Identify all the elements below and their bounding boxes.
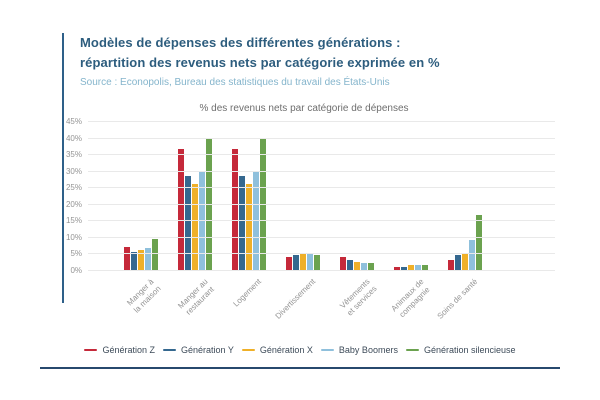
x-tick-label: Logement <box>232 277 264 309</box>
x-tick-label-line: Logement <box>231 277 264 309</box>
bar <box>185 175 191 270</box>
bar <box>422 265 428 270</box>
bar <box>124 246 130 270</box>
bar-group <box>114 121 168 270</box>
legend-label: Baby Boomers <box>338 345 398 355</box>
bar <box>368 263 374 270</box>
x-tick-label: Manger à la maison <box>125 277 163 315</box>
y-tick-label: 45% <box>65 117 82 126</box>
bar <box>300 254 306 270</box>
x-tick-label: Animaux de compagnie <box>389 277 433 321</box>
x-tick-label: Manger au restaurant <box>176 277 217 318</box>
y-tick-label: 40% <box>65 133 82 143</box>
legend-item: Génération silencieuse <box>405 345 516 355</box>
gridline <box>88 270 555 271</box>
chart-title: % des revenus nets par catégorie de dépe… <box>199 103 409 114</box>
bar <box>232 149 238 270</box>
y-tick-label: 10% <box>65 232 82 242</box>
legend-label: Génération Z <box>102 345 155 355</box>
bar <box>239 175 245 270</box>
x-tick-label: Vêtements et services <box>338 277 379 318</box>
y-tick-label: 0% <box>70 266 82 275</box>
bar-chart-plot-area: 0% 5% 10% 15% 20% 25% 30% 35% 40% 45% Manger à la m… <box>66 117 555 321</box>
bar <box>138 250 144 270</box>
gridline <box>88 154 555 156</box>
x-tick-label: Soins de santé <box>436 277 481 322</box>
gridline <box>88 170 555 172</box>
gridline <box>88 137 555 139</box>
bar <box>354 261 360 270</box>
legend-item: Génération Y <box>163 345 234 355</box>
bar <box>286 256 292 270</box>
bar-group <box>438 121 492 270</box>
bar <box>361 263 367 270</box>
legend-dash-icon <box>163 349 176 351</box>
bar-group <box>222 121 276 270</box>
bar <box>469 240 475 270</box>
bar <box>192 183 198 270</box>
legend-label: Génération X <box>259 345 313 355</box>
bar-group <box>384 121 438 270</box>
bar <box>455 255 461 270</box>
gridline <box>88 236 555 238</box>
bar <box>415 265 421 270</box>
y-tick-label: 35% <box>65 150 82 160</box>
y-tick-label: 15% <box>65 216 82 226</box>
bar <box>476 215 482 270</box>
report-title-line2: répartition des revenus nets par catégor… <box>80 55 440 70</box>
bar-group <box>276 121 330 270</box>
gridline <box>88 253 555 255</box>
report-title-line1: Modèles de dépenses des différentes géné… <box>80 35 401 50</box>
legend-dash-icon <box>405 349 419 351</box>
legend-dash-icon <box>320 349 334 351</box>
x-tick-label-line: Soins de santé <box>435 277 480 321</box>
footer-divider <box>40 367 560 369</box>
bar <box>145 248 151 270</box>
legend-item: Génération X <box>241 345 313 355</box>
legend-item: Génération Z <box>84 345 155 355</box>
bar-group <box>330 121 384 270</box>
source-text: Source : Econopolis, Bureau des statisti… <box>80 77 390 88</box>
bar <box>408 265 414 270</box>
y-tick-label: 25% <box>65 183 82 193</box>
gridline <box>88 220 555 222</box>
bar <box>246 183 252 270</box>
y-tick-label: 30% <box>65 166 82 176</box>
bar <box>131 251 137 270</box>
legend-dash-icon <box>84 349 98 351</box>
bar <box>448 260 454 270</box>
x-tick-label-line: Divertissement <box>273 277 318 321</box>
legend-label: Génération Y <box>181 345 234 355</box>
legend-item: Baby Boomers <box>320 345 398 355</box>
bar <box>178 149 184 270</box>
y-tick-label: 5% <box>70 249 82 259</box>
chart-legend: Génération Z Génération Y Génération X Baby… <box>0 345 600 355</box>
y-tick-label: 20% <box>65 199 82 209</box>
x-tick-label: Divertissement <box>274 277 318 321</box>
bar <box>293 255 299 270</box>
gridline <box>88 121 555 122</box>
bar <box>401 266 407 270</box>
title-accent-bar <box>62 33 64 303</box>
gridline <box>88 203 555 205</box>
bar <box>347 260 353 270</box>
bar <box>314 255 320 270</box>
bar-groups <box>114 121 492 270</box>
legend-label: Génération silencieuse <box>423 345 516 355</box>
gridline <box>88 187 555 189</box>
bar <box>340 256 346 270</box>
bar <box>307 253 313 270</box>
bar-group <box>168 121 222 270</box>
report-header: Modèles de dépenses des différentes géné… <box>80 33 440 88</box>
bar <box>394 266 400 270</box>
legend-dash-icon <box>241 349 255 351</box>
bar <box>462 253 468 270</box>
